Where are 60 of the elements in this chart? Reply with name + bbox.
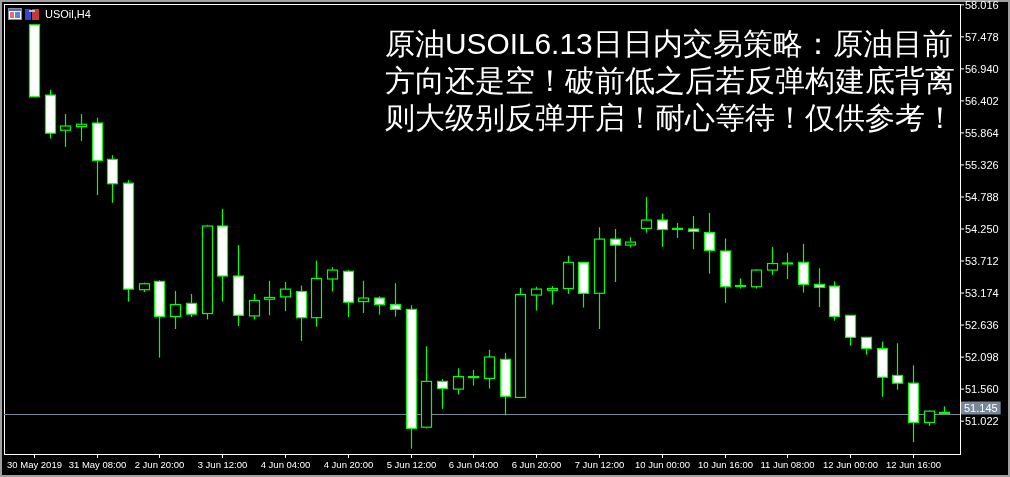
y-tick-label: 52.098: [965, 351, 999, 364]
candlestick: [263, 280, 276, 316]
candlestick: [248, 293, 261, 321]
x-tick-label: 4 Jun 04:00: [260, 459, 311, 470]
candlestick: [766, 246, 779, 276]
candlestick: [781, 252, 794, 280]
candlestick: [389, 282, 402, 318]
candlestick: [59, 113, 72, 148]
candlestick: [750, 268, 763, 290]
y-tick-label: 53.712: [965, 255, 999, 268]
chart-title: USOil,H4: [45, 8, 91, 20]
x-tick-label: 4 Jun 20:00: [323, 459, 374, 470]
x-tick-label: 12 Jun 16:00: [886, 459, 941, 470]
candlestick: [797, 243, 810, 294]
candlestick: [169, 290, 182, 330]
y-tick-label: 55.864: [965, 126, 999, 139]
x-tick-label: 3 Jun 12:00: [197, 459, 248, 470]
y-tick-label: 51.560: [965, 383, 999, 396]
candlestick: [640, 196, 653, 234]
candlestick: [530, 286, 543, 312]
y-tick-label: 54.250: [965, 223, 999, 235]
candlestick: [891, 342, 904, 391]
candlestick: [546, 285, 559, 306]
annotation: 方向还是空！破前低之后若反弹构建底背离: [385, 64, 955, 98]
candlestick: [452, 367, 465, 396]
candlestick: [436, 378, 449, 410]
y-tick-label: 51.022: [965, 415, 999, 428]
x-tick-label: 30 May 2019: [7, 459, 62, 470]
x-tick-label: 5 Jun 12:00: [386, 459, 437, 470]
x-tick-label: 6 Jun 04:00: [448, 459, 499, 470]
x-tick-label: 6 Jun 20:00: [511, 459, 562, 470]
candlestick: [813, 267, 826, 308]
y-tick-label: 52.636: [965, 319, 999, 332]
x-tick-label: 11 Jun 08:00: [760, 459, 815, 470]
candlestick: [687, 215, 700, 250]
candlestick: [357, 280, 370, 314]
candlestick: [326, 266, 339, 293]
x-tick-label: 10 Jun 00:00: [635, 459, 690, 470]
candlestick: [844, 314, 857, 347]
candlestick: [279, 281, 292, 312]
y-tick-label: 55.326: [965, 158, 999, 171]
x-tick-label: 31 May 08:00: [68, 459, 127, 470]
y-tick-label: 54.788: [965, 190, 999, 203]
candlestick: [373, 295, 386, 316]
x-tick-label: 2 Jun 20:00: [134, 459, 185, 470]
y-tick-label: 57.478: [965, 30, 999, 43]
candlestick: [703, 212, 716, 275]
x-tick-label: 12 Jun 00:00: [823, 459, 878, 470]
candlestick: [609, 228, 622, 283]
annotation: 则大级别反弹开启！耐心等待！仅供参考！: [385, 101, 955, 135]
x-tick-label: 10 Jun 16:00: [698, 459, 753, 470]
y-tick-label: 56.402: [965, 94, 999, 107]
y-tick-label: 53.174: [965, 287, 999, 300]
annotation: 原油USOIL6.13日日内交易策略：原油目前: [385, 26, 953, 60]
candlestick: [185, 293, 198, 318]
x-tick-label: 7 Jun 12:00: [574, 459, 625, 470]
y-tick-label: 58.016: [965, 0, 999, 11]
y-tick-label: 56.940: [965, 62, 999, 75]
candlestick: [483, 349, 496, 390]
candlestick: [656, 212, 669, 248]
